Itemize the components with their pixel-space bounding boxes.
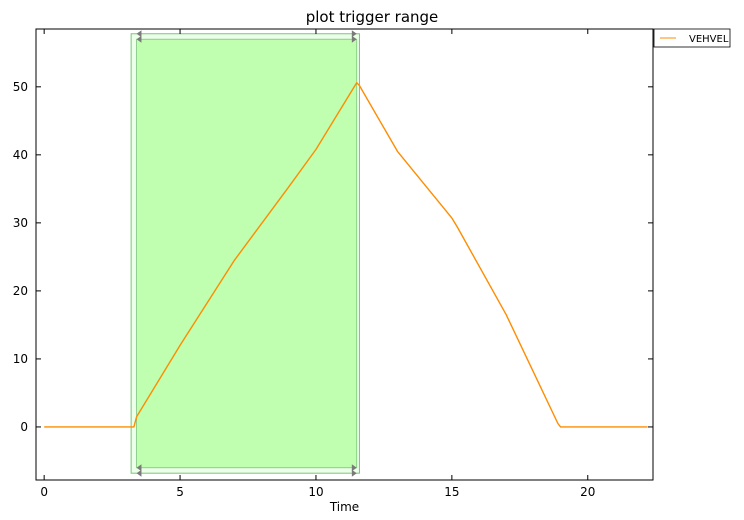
x-tick-label: 10	[308, 485, 323, 499]
x-tick-label: 5	[176, 485, 184, 499]
x-tick-label: 20	[580, 485, 595, 499]
ticks-layer: 0 5 10 15 20 0 10 20 30 40 50	[13, 29, 653, 499]
range-marker-left-inner-bottom	[136, 464, 142, 472]
y-tick-label: 10	[13, 352, 28, 366]
series-layer	[44, 82, 648, 428]
chart-title: plot trigger range	[306, 8, 439, 26]
legend: VEHVEL	[653, 28, 731, 48]
y-tick-label: 40	[13, 148, 28, 162]
trigger-range	[130, 30, 360, 477]
x-axis-label: Time	[329, 500, 359, 514]
legend-box	[653, 28, 731, 48]
y-tick-label: 20	[13, 284, 28, 298]
legend-entry-vehvel: VEHVEL	[689, 34, 729, 45]
x-tick-label: 0	[40, 485, 48, 499]
plot-frame	[35, 28, 654, 481]
series-line-0	[44, 82, 648, 428]
range-marker-right-outer-top	[351, 30, 357, 38]
range-marker-right-inner-bottom	[351, 464, 357, 472]
y-tick-label: 30	[13, 216, 28, 230]
range-marker-right-outer-bottom	[351, 469, 357, 477]
trigger-range-inner	[136, 38, 358, 469]
range-marker-right-inner-top	[351, 35, 357, 43]
y-tick-label: 0	[20, 420, 28, 434]
range-marker-left-outer-bottom	[136, 469, 142, 477]
range-marker-left-outer-top	[136, 30, 142, 38]
x-tick-label: 15	[444, 485, 459, 499]
range-marker-left-inner-top	[136, 35, 142, 43]
y-tick-label: 50	[13, 80, 28, 94]
